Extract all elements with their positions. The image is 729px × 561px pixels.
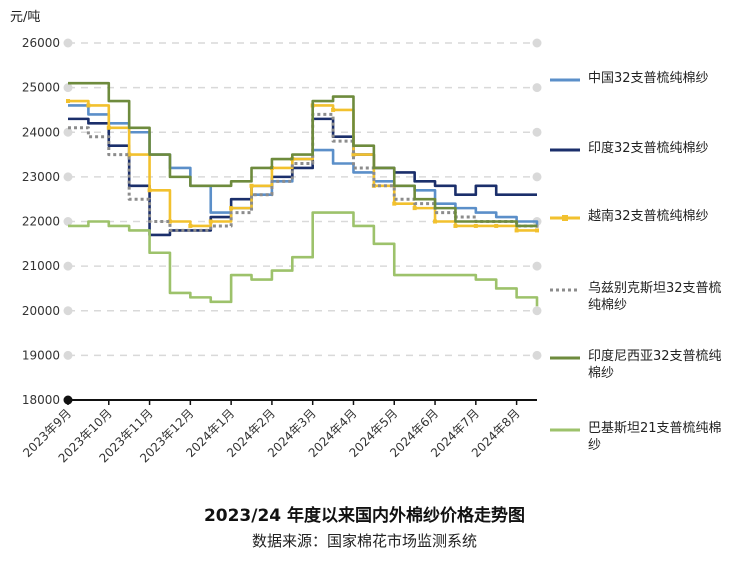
- data-point: [433, 219, 438, 224]
- gridline-dot: [63, 83, 73, 93]
- data-point: [331, 107, 336, 112]
- data-point: [229, 206, 234, 211]
- gridline-dot: [532, 261, 542, 271]
- data-point: [494, 223, 499, 228]
- gridline-dot: [63, 261, 73, 271]
- legend-item: 乌兹别克斯坦32支普梳纯棉纱: [548, 280, 723, 314]
- gridline-dot: [63, 38, 73, 48]
- data-point: [473, 223, 478, 228]
- legend-swatch: [550, 356, 580, 360]
- gridline-dot: [532, 83, 542, 93]
- legend-swatch: [550, 428, 580, 432]
- legend-label: 印度尼西亚32支普梳纯棉纱: [588, 349, 722, 381]
- gridline-dot: [63, 350, 73, 360]
- data-point: [127, 152, 132, 157]
- gridline-dot: [532, 306, 542, 316]
- data-point: [351, 152, 356, 157]
- legend-item: 越南32支普梳纯棉纱: [548, 208, 723, 225]
- y-tick-label: 19000: [22, 348, 60, 362]
- legend-item: 巴基斯坦21支普梳纯棉纱: [548, 420, 723, 454]
- series-lines: [66, 81, 539, 307]
- legend-label: 乌兹别克斯坦32支普梳纯棉纱: [588, 281, 722, 313]
- legend-item: 印度32支普梳纯棉纱: [548, 140, 723, 157]
- y-tick-label: 26000: [22, 36, 60, 50]
- y-axis-unit-label: 元/吨: [10, 10, 41, 25]
- data-point: [249, 183, 254, 188]
- data-point: [514, 228, 519, 233]
- gridline-dot: [63, 217, 73, 226]
- axes: [63, 395, 537, 405]
- y-tick-label: 24000: [22, 125, 60, 139]
- data-point: [208, 219, 213, 224]
- data-point: [86, 103, 91, 108]
- gridline-dot: [532, 127, 542, 137]
- gridline-dot: [532, 350, 542, 360]
- legend-label: 印度32支普梳纯棉纱: [588, 141, 709, 156]
- gridline-dot: [532, 38, 542, 48]
- line-chart: 18000 19000 20000 21000 22000 23000 24000 25000…: [20, 36, 542, 465]
- y-tick-label: 22000: [22, 215, 60, 229]
- series-line-2: [68, 99, 537, 232]
- legend-swatch: [550, 215, 580, 221]
- data-point: [535, 228, 539, 233]
- data-point: [106, 125, 111, 130]
- legend-label: 中国32支普梳纯棉纱: [588, 71, 709, 86]
- series-line-0: [68, 104, 539, 226]
- data-point: [412, 206, 417, 211]
- data-point: [392, 201, 397, 206]
- legend-label: 越南32支普梳纯棉纱: [588, 209, 709, 224]
- gridline-dot: [532, 172, 542, 182]
- data-point: [167, 219, 172, 224]
- y-tick-label: 25000: [22, 81, 60, 95]
- y-tick-label: 18000: [22, 393, 60, 407]
- gridline-dot: [63, 172, 73, 182]
- legend-item: 中国32支普梳纯棉纱: [548, 70, 723, 87]
- legend-label: 巴基斯坦21支普梳纯棉纱: [588, 421, 722, 453]
- gridline-dot: [63, 127, 73, 137]
- gridline-dot: [63, 306, 73, 316]
- legend-swatch: [550, 148, 580, 152]
- legend-swatch: [550, 288, 580, 292]
- legend-item: 印度尼西亚32支普梳纯棉纱: [548, 348, 723, 382]
- series-line-1: [68, 117, 537, 237]
- data-point: [188, 223, 193, 228]
- y-tick-label: 23000: [22, 170, 60, 184]
- data-point: [66, 99, 70, 104]
- data-point: [147, 188, 152, 193]
- chart-title: 2023/24 年度以来国内外棉纱价格走势图: [203, 506, 526, 526]
- data-source: 数据来源：国家棉花市场监测系统: [251, 532, 477, 550]
- series-line-5: [68, 211, 539, 307]
- data-point: [453, 223, 458, 228]
- y-tick-label: 21000: [22, 259, 60, 273]
- legend-swatch: [550, 78, 580, 82]
- y-tick-label: 20000: [22, 304, 60, 318]
- series-line-4: [68, 81, 537, 228]
